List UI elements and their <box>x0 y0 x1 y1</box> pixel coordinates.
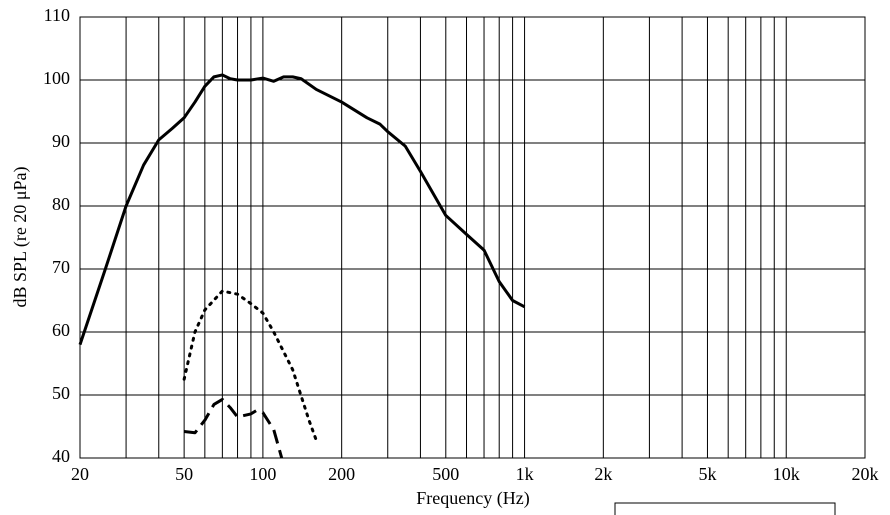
x-tick-label: 50 <box>175 464 193 484</box>
line-series <box>78 73 526 346</box>
y-tick-label: 80 <box>52 194 70 214</box>
x-tick-label: 200 <box>328 464 355 484</box>
y-tick-label: 70 <box>52 257 70 277</box>
y-tick-label: 110 <box>44 5 70 25</box>
y-tick-label: 60 <box>52 320 70 340</box>
y-tick-label: 100 <box>43 68 70 88</box>
x-tick-label: 20k <box>852 464 879 484</box>
legend-box <box>614 502 836 515</box>
x-tick-label: 10k <box>773 464 800 484</box>
x-tick-label: 5k <box>698 464 716 484</box>
line-series <box>183 397 284 459</box>
x-tick-label: 2k <box>594 464 612 484</box>
y-tick-label: 40 <box>52 446 70 466</box>
x-tick-label: 20 <box>71 464 89 484</box>
y-axis-title: dB SPL (re 20 μPa) <box>10 167 31 308</box>
y-tick-label: 90 <box>52 131 70 151</box>
plot-frame <box>79 16 866 459</box>
y-tick-label: 50 <box>52 383 70 403</box>
line-series <box>182 289 318 442</box>
x-axis-title: Frequency (Hz) <box>416 488 529 509</box>
x-tick-label: 500 <box>432 464 459 484</box>
x-tick-label: 1k <box>516 464 534 484</box>
x-tick-label: 100 <box>249 464 276 484</box>
